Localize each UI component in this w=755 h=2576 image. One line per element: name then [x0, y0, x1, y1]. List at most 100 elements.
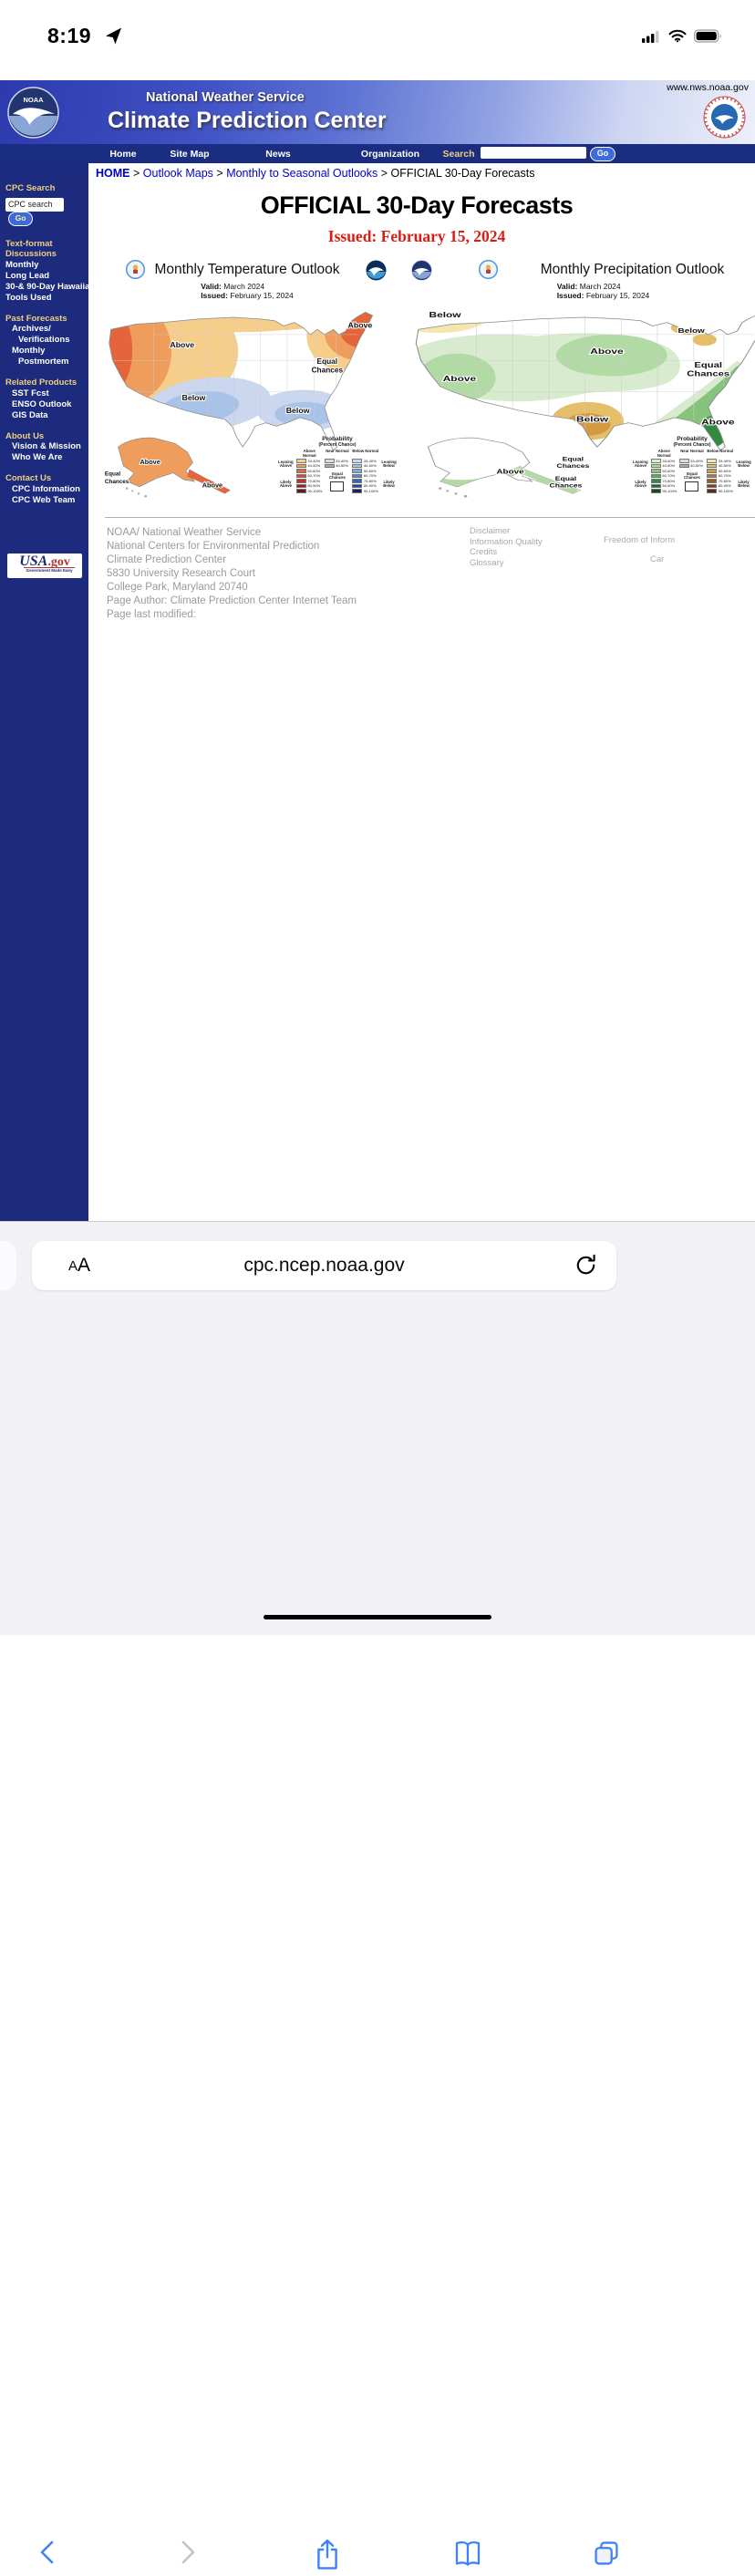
sidebar-link[interactable]: CPC Information	[12, 483, 80, 494]
reload-icon[interactable]	[574, 1253, 598, 1282]
temperature-legend: Probability (Percent Chance) Leaning Abo…	[278, 435, 397, 493]
back-icon[interactable]	[35, 2539, 62, 2571]
sidebar-about-links: Vision & Mission Who We Are	[5, 441, 88, 463]
noaa-swoosh-icon	[366, 260, 387, 285]
footer-link[interactable]: Credits	[470, 547, 498, 557]
share-icon[interactable]	[313, 2539, 342, 2576]
site-header: NOAA National Weather Service Climate Pr…	[0, 80, 755, 144]
nws-logo[interactable]	[703, 96, 746, 143]
sidebar-link-archives[interactable]: Archives/	[12, 324, 51, 334]
cellular-signal-icon	[642, 30, 661, 47]
footer-link-foia[interactable]: Freedom of Inform	[604, 535, 676, 545]
maps-row: Monthly Temperature Outlook Valid: March…	[88, 258, 755, 513]
nav-search-input[interactable]	[481, 147, 586, 159]
precipitation-outlook-block: Monthly Precipitation Outlook Valid: Mar…	[404, 258, 755, 499]
equal-chances-swatch	[685, 481, 699, 491]
tabs-icon[interactable]	[592, 2539, 621, 2572]
svg-text:Above: Above	[140, 458, 160, 466]
footer-link[interactable]: Information Quality	[470, 536, 543, 547]
doc-seal-icon	[125, 259, 146, 284]
sidebar-heading-discussions-2: Discussions	[5, 249, 57, 259]
svg-text:Equal: Equal	[563, 456, 584, 462]
sidebar-link[interactable]: Long Lead	[5, 270, 50, 281]
usagov-logo[interactable]: USA.gov Government Made Easy	[7, 553, 82, 578]
svg-text:Chances: Chances	[312, 367, 344, 375]
temperature-outlook-block: Monthly Temperature Outlook Valid: March…	[100, 258, 397, 499]
footer-address: NOAA/ National Weather Service National C…	[107, 526, 357, 622]
sidebar-link-verifications[interactable]: Verifications	[18, 335, 70, 345]
main-nav: Home Site Map News Organization Search G…	[0, 144, 755, 163]
nav-news[interactable]: News	[265, 149, 291, 160]
sidebar-link[interactable]: ENSO Outlook	[12, 398, 72, 409]
svg-text:NOAA: NOAA	[23, 96, 44, 104]
sidebar-link[interactable]: GIS Data	[12, 409, 48, 420]
status-bar: 8:19	[0, 0, 755, 80]
svg-text:Above: Above	[202, 481, 222, 490]
footer-address-line: Page last modified:	[107, 609, 196, 620]
temperature-outlook-map[interactable]: Above Above Equal Chances Below Below Ab…	[100, 300, 397, 499]
clock: 8:19	[47, 24, 92, 47]
sidebar-related-links: SST Fcst ENSO Outlook GIS Data	[5, 388, 88, 421]
footer-links: Disclaimer Information Quality Credits Glos…	[470, 526, 543, 568]
alaska-region	[118, 437, 196, 488]
footer-address-line: Page Author: Climate Prediction Center I…	[107, 595, 357, 606]
alaska-region	[427, 437, 533, 488]
sidebar-link[interactable]: 30-& 90-Day Hawaiian	[5, 281, 96, 292]
url-text[interactable]: cpc.ncep.noaa.gov	[243, 1255, 405, 1276]
nav-home[interactable]: Home	[109, 149, 137, 160]
main-content: HOME > Outlook Maps > Monthly to Seasona…	[88, 163, 755, 1221]
sidebar-link[interactable]: Monthly	[5, 259, 39, 270]
cpc-search-go-button[interactable]: Go	[8, 211, 33, 226]
sidebar-link-postmortem[interactable]: Postmortem	[18, 357, 69, 367]
sidebar-heading-contact: Contact Us	[5, 473, 52, 483]
sidebar-discussion-links: Monthly Long Lead 30-& 90-Day Hawaiian Tool…	[5, 259, 96, 304]
wifi-icon	[668, 29, 687, 47]
forward-icon[interactable]	[173, 2539, 201, 2571]
hawaii-islands	[126, 487, 148, 498]
svg-text:Equal: Equal	[555, 475, 576, 481]
nav-go-button[interactable]: Go	[590, 147, 615, 161]
sidebar: CPC Search Go Text-format Discussions Mo…	[0, 163, 96, 1221]
adjacent-tab-stub[interactable]	[0, 1241, 16, 1290]
svg-text:Equal: Equal	[694, 361, 722, 369]
hawaii-islands	[439, 487, 468, 498]
svg-text:Chances: Chances	[550, 482, 583, 489]
sidebar-link[interactable]: Who We Are	[12, 452, 63, 462]
sidebar-link-monthly[interactable]: Monthly	[12, 346, 46, 356]
nws-url-link[interactable]: www.nws.noaa.gov	[667, 82, 749, 93]
svg-text:Below: Below	[182, 393, 206, 402]
bookmarks-icon[interactable]	[453, 2539, 482, 2572]
svg-text:Chances: Chances	[105, 479, 129, 485]
precipitation-outlook-map[interactable]: Below Above Above Below Equal Chances Ab…	[404, 300, 755, 499]
breadcrumb-current: OFFICIAL 30-Day Forecasts	[390, 167, 535, 180]
footer-link-careers[interactable]: Car	[650, 554, 665, 564]
footer-link[interactable]: Disclaimer	[470, 526, 511, 536]
sidebar-link[interactable]: Vision & Mission	[12, 441, 81, 451]
nav-organization[interactable]: Organization	[360, 149, 420, 160]
nav-site-map[interactable]: Site Map	[170, 149, 210, 160]
precipitation-map-title: Monthly Precipitation Outlook	[540, 262, 725, 277]
svg-text:Above: Above	[170, 340, 194, 349]
sidebar-link[interactable]: CPC Web Team	[12, 494, 76, 505]
sidebar-link[interactable]: Tools Used	[5, 292, 52, 303]
precipitation-map-meta: Valid: March 2024 Issued: February 15, 2…	[556, 282, 650, 300]
footer-link[interactable]: Glossary	[470, 557, 504, 568]
cpc-search-input[interactable]	[5, 197, 64, 212]
noaa-logo[interactable]: NOAA	[7, 87, 59, 143]
nav-search-label: Search	[442, 149, 475, 160]
precipitation-legend: Probability (Percent Chance) Leaning Abo…	[633, 435, 751, 493]
sidebar-contact-links: CPC Information CPC Web Team	[5, 484, 88, 506]
doc-seal-icon	[478, 259, 499, 284]
breadcrumb-home[interactable]: HOME	[96, 167, 130, 180]
sidebar-link[interactable]: SST Fcst	[12, 388, 49, 398]
footer-address-line: NOAA/ National Weather Service	[107, 527, 262, 538]
footer-address-line: 5830 University Research Court	[107, 568, 255, 579]
footer-address-line: Climate Prediction Center	[107, 554, 227, 565]
home-indicator[interactable]	[264, 1615, 491, 1619]
breadcrumb-monthly-seasonal[interactable]: Monthly to Seasonal Outlooks	[226, 167, 378, 180]
svg-text:Equal: Equal	[317, 357, 338, 366]
breadcrumb-outlook-maps[interactable]: Outlook Maps	[142, 167, 213, 180]
site-title: Climate Prediction Center	[108, 108, 387, 133]
